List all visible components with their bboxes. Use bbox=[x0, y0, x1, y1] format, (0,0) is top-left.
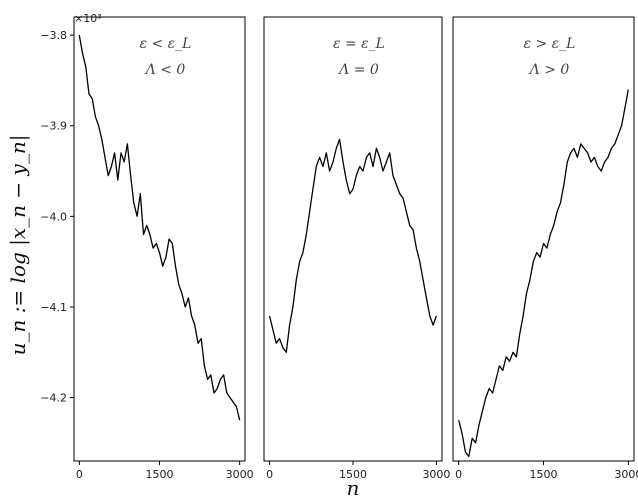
x-tick-label: 3000 bbox=[226, 468, 254, 481]
x-tick-label: 3000 bbox=[614, 468, 638, 481]
x-tick-label: 1500 bbox=[146, 468, 174, 481]
annotation-epsilon: ε < ε_L bbox=[140, 36, 192, 52]
series-line bbox=[78, 34, 241, 421]
panel-frame bbox=[73, 16, 246, 462]
series-line bbox=[458, 89, 629, 458]
panel-2: 0 1500 3000 ε = ε_L Λ = 0 bbox=[263, 16, 450, 481]
y-tick-label: −4.2 bbox=[40, 392, 67, 405]
annotation-epsilon: ε > ε_L bbox=[524, 36, 576, 52]
annotation-lambda: Λ < 0 bbox=[144, 62, 186, 78]
y-tick-label: −3.8 bbox=[40, 29, 67, 42]
series-line bbox=[268, 138, 438, 353]
y-axis-title: u_n := log |x_n − y_n| bbox=[6, 135, 31, 356]
y-tick-label: −3.9 bbox=[40, 120, 67, 133]
annotation-epsilon: ε = ε_L bbox=[333, 36, 385, 52]
x-tick-label: 1500 bbox=[339, 468, 367, 481]
panels: 0 1500 3000 ε < ε_L Λ < 0 0 1500 3000 ε = ε_L Λ =… bbox=[73, 16, 638, 481]
x-tick-label: 0 bbox=[455, 468, 462, 481]
annotation-lambda: Λ > 0 bbox=[528, 62, 570, 78]
y-tick-label: −4.0 bbox=[40, 210, 67, 223]
annotation-lambda: Λ = 0 bbox=[337, 62, 379, 78]
y-multiplier-label: ×10³ bbox=[74, 12, 102, 25]
x-tick-label: 0 bbox=[76, 468, 83, 481]
y-axis: −3.8 −3.9 −4.0 −4.1 −4.2 bbox=[40, 29, 74, 405]
x-tick-label: 0 bbox=[266, 468, 273, 481]
panel-3: 0 1500 3000 ε > ε_L Λ > 0 bbox=[452, 16, 638, 481]
x-axis-title: n bbox=[347, 476, 360, 500]
x-tick-label: 3000 bbox=[422, 468, 450, 481]
panel-frame bbox=[452, 16, 635, 462]
x-tick-label: 1500 bbox=[530, 468, 558, 481]
y-tick-label: −4.1 bbox=[40, 301, 67, 314]
panel-1: 0 1500 3000 ε < ε_L Λ < 0 bbox=[73, 16, 254, 481]
